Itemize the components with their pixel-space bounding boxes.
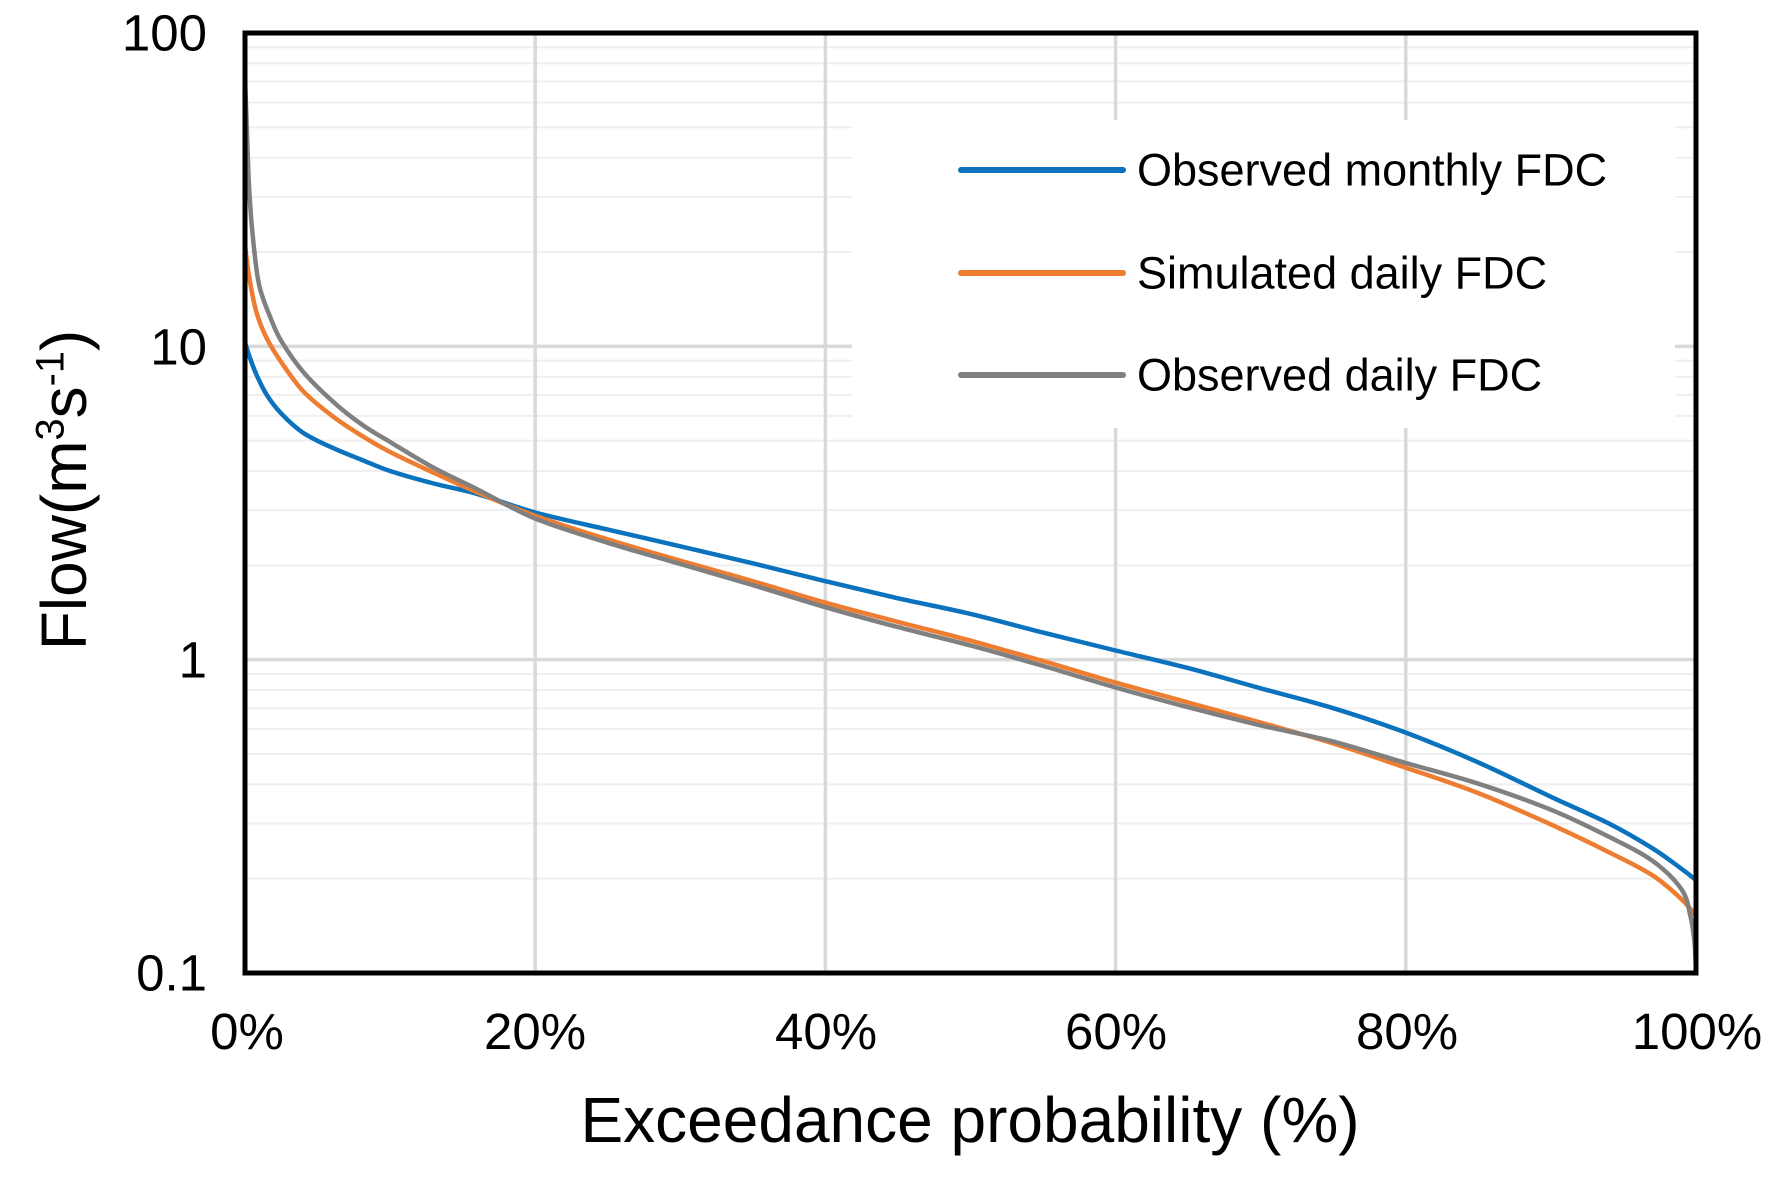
x-tick-label-80: 80% [1355, 1003, 1459, 1060]
series-line-observed-monthly-fdc [245, 340, 1696, 883]
legend-line-swatch-gray [958, 372, 1126, 378]
y-tick-label-0-1: 0.1 [136, 944, 207, 1002]
series-line-observed-daily-fdc [245, 75, 1696, 973]
y-axis-title-sup-1: -1 [28, 351, 73, 387]
legend-label: Observed monthly FDC [1137, 144, 1608, 196]
legend-label: Observed daily FDC [1137, 349, 1543, 401]
x-tick-label-0: 0% [210, 1003, 284, 1060]
y-axis-title-text2: s [28, 386, 100, 419]
legend-label: Simulated daily FDC [1137, 247, 1548, 299]
x-tick-label-40: 40% [774, 1003, 878, 1060]
x-axis-title: Exceedance probability (%) [580, 1084, 1360, 1156]
legend-line-swatch-orange [958, 270, 1126, 276]
y-tick-label-100: 100 [121, 4, 207, 62]
x-tick-label-20: 20% [483, 1003, 587, 1060]
y-axis-title: Flow(m3s-1) [28, 330, 100, 650]
y-axis-title-text3: ) [28, 329, 100, 352]
y-axis-title-sup3: 3 [28, 418, 73, 441]
legend-line-swatch-blue [958, 167, 1126, 173]
y-tick-label-1: 1 [178, 631, 207, 689]
x-tick-label-100: 100% [1631, 1003, 1763, 1060]
series-line-simulated-daily-fdc [245, 243, 1696, 919]
legend: Observed monthly FDC Simulated daily FDC… [852, 120, 1675, 428]
y-axis-title-text: Flow(m [28, 440, 100, 651]
x-tick-label-60: 60% [1064, 1003, 1168, 1060]
y-tick-label-10: 10 [150, 318, 207, 376]
plot-border [242, 30, 1699, 976]
